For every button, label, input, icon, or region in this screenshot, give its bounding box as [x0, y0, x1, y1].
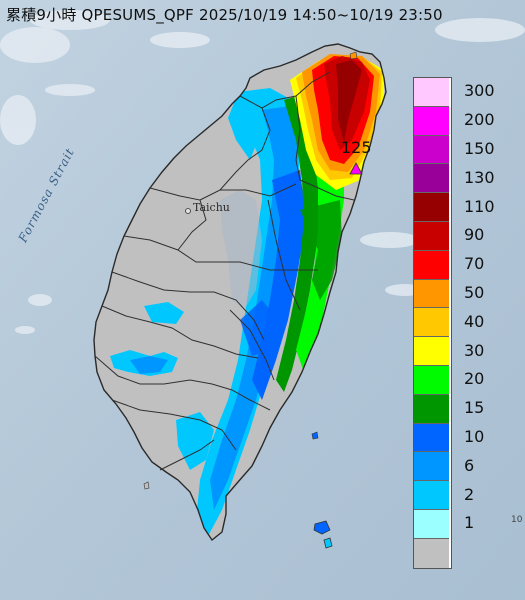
legend-label: 30 — [464, 340, 485, 360]
color-legend — [413, 77, 452, 569]
legend-label: 300 — [464, 81, 495, 101]
legend-swatch — [414, 279, 449, 309]
small-islands — [143, 51, 358, 549]
county-boundaries — [94, 71, 355, 471]
legend-swatch — [414, 509, 449, 539]
legend-swatch — [414, 308, 449, 338]
legend-label: 110 — [464, 196, 495, 216]
legend-label: 50 — [464, 283, 485, 302]
edge-label: 10 — [511, 515, 523, 525]
legend-swatch — [414, 538, 449, 568]
legend-label: 2 — [464, 484, 475, 504]
legend-swatch — [414, 193, 449, 222]
legend-label: 20 — [464, 369, 485, 389]
legend-swatch — [414, 250, 449, 280]
legend-swatch — [414, 135, 449, 165]
legend-label: 10 — [464, 427, 485, 446]
legend-label: 15 — [464, 398, 485, 418]
city-marker-icon — [185, 208, 191, 214]
legend-swatch — [414, 164, 449, 194]
legend-swatch — [414, 337, 449, 366]
max-value-label: 125 — [341, 138, 372, 157]
legend-swatch — [414, 394, 449, 424]
max-rainfall-marker-icon — [349, 162, 363, 175]
legend-swatch — [414, 106, 449, 136]
legend-label: 200 — [464, 110, 495, 130]
city-label: Taichu — [193, 201, 230, 214]
legend-label: 1 — [464, 513, 475, 533]
legend-swatch — [414, 78, 449, 107]
legend-label: 90 — [464, 225, 485, 245]
legend-label: 70 — [464, 254, 485, 274]
legend-label: 130 — [464, 167, 495, 187]
legend-swatch — [414, 452, 449, 482]
cloud-texture — [0, 10, 525, 334]
map-title: 累積9小時 QPESUMS_QPF 2025/10/19 14:50~10/19… — [6, 6, 443, 24]
legend-label: 6 — [464, 455, 475, 475]
legend-swatch — [414, 221, 449, 251]
legend-label: 150 — [464, 139, 495, 158]
legend-swatch — [414, 365, 449, 395]
legend-label: 40 — [464, 311, 485, 331]
legend-swatch — [414, 423, 449, 453]
legend-swatch — [414, 481, 449, 510]
